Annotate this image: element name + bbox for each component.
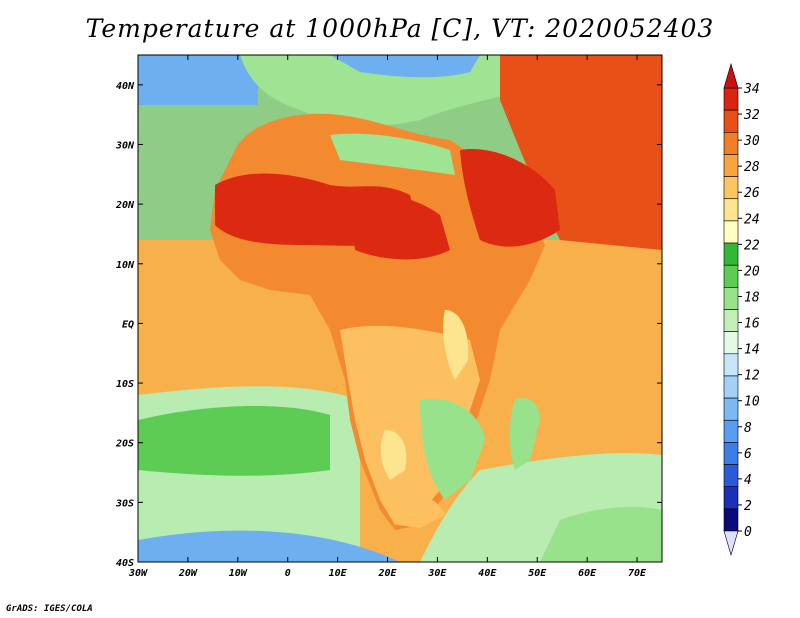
lat-tick-label: 20S — [115, 439, 134, 450]
lon-tick-label: 60E — [578, 568, 597, 579]
colorbar-segment — [723, 309, 739, 332]
colorbar-label: 12 — [744, 369, 760, 384]
lon-tick-label: 10E — [329, 568, 348, 579]
colorbar-segment — [723, 353, 739, 377]
colorbar-label: 2 — [744, 499, 752, 514]
colorbar-label: 34 — [743, 82, 760, 97]
lat-tick-label: 10N — [116, 260, 135, 271]
colorbar-segment — [723, 442, 739, 465]
colorbar-segment — [723, 198, 739, 222]
colorbar-label: 14 — [744, 343, 760, 358]
colorbar-segment — [723, 375, 739, 399]
lat-tick-label: EQ — [122, 319, 134, 330]
colorbar-segment — [723, 508, 739, 532]
colorbar-segment — [723, 154, 739, 177]
colorbar-segment — [723, 419, 739, 443]
colorbar-segment — [723, 132, 739, 155]
plot-frame — [137, 54, 663, 563]
colorbar-label: 28 — [744, 160, 760, 175]
colorbar-label: 6 — [744, 447, 752, 462]
lon-tick-label: 20W — [178, 568, 198, 579]
lon-tick-label: 30E — [427, 568, 447, 579]
longitude-axis: 30W 20W 10W 0 10E 20E 30E 40E 50E 60E 70E — [128, 55, 647, 579]
colorbar-segment — [723, 486, 739, 510]
mediterranean-region — [240, 55, 560, 126]
colorbar-label: 10 — [744, 395, 760, 410]
colorbar-segment — [723, 464, 739, 487]
lon-tick-label: 0 — [285, 568, 291, 579]
lat-tick-label: 40S — [116, 558, 134, 569]
map-title: Temperature at 1000hPa [C], VT: 20200524… — [85, 14, 715, 43]
colorbar-segment — [723, 331, 739, 355]
colorbar-label: 8 — [744, 421, 752, 436]
colorbar-label: 20 — [744, 264, 760, 279]
colorbar-segment — [723, 287, 739, 310]
lat-tick-label: 30S — [115, 498, 134, 509]
colorbar-label: 24 — [744, 212, 760, 227]
lat-tick-label: 30N — [115, 140, 135, 151]
colorbar-label: 16 — [744, 317, 760, 332]
lon-tick-label: 10W — [229, 568, 248, 579]
lon-tick-label: 20E — [377, 568, 397, 579]
colorbar-segment — [723, 220, 739, 244]
colorbar-label: 18 — [744, 290, 760, 305]
lon-tick-label: 70E — [628, 568, 647, 579]
latitude-axis: 40N 30N 20N 10N EQ 10S 20S 30S 40S — [115, 81, 662, 569]
lat-tick-label: 10S — [116, 379, 134, 390]
colorbar-segment — [723, 176, 739, 200]
lon-tick-label: 40E — [478, 568, 497, 579]
lon-tick-label: 30W — [128, 568, 148, 579]
colorbar-label: 4 — [744, 473, 752, 488]
colorbar-segment — [723, 397, 739, 421]
colorbar-segment — [723, 109, 739, 133]
colorbar-label: 32 — [743, 108, 760, 123]
lon-tick-label: 50E — [528, 568, 547, 579]
colorbar-max-arrow — [723, 62, 739, 89]
colorbar-segment — [723, 87, 739, 111]
colorbar-label: 22 — [744, 238, 760, 253]
lat-tick-label: 40N — [116, 81, 135, 92]
colorbar-label: 26 — [744, 186, 760, 201]
colorbar-segment — [723, 264, 739, 288]
grads-credit: GrADS: IGES/COLA — [6, 604, 93, 614]
temperature-field — [138, 55, 662, 562]
colorbar-label: 0 — [744, 525, 752, 540]
colorbar-min-arrow — [723, 530, 739, 557]
madagascar — [509, 398, 540, 470]
colorbar-label: 30 — [743, 134, 760, 149]
lat-tick-label: 20N — [115, 200, 135, 211]
colorbar-segment — [723, 242, 739, 266]
